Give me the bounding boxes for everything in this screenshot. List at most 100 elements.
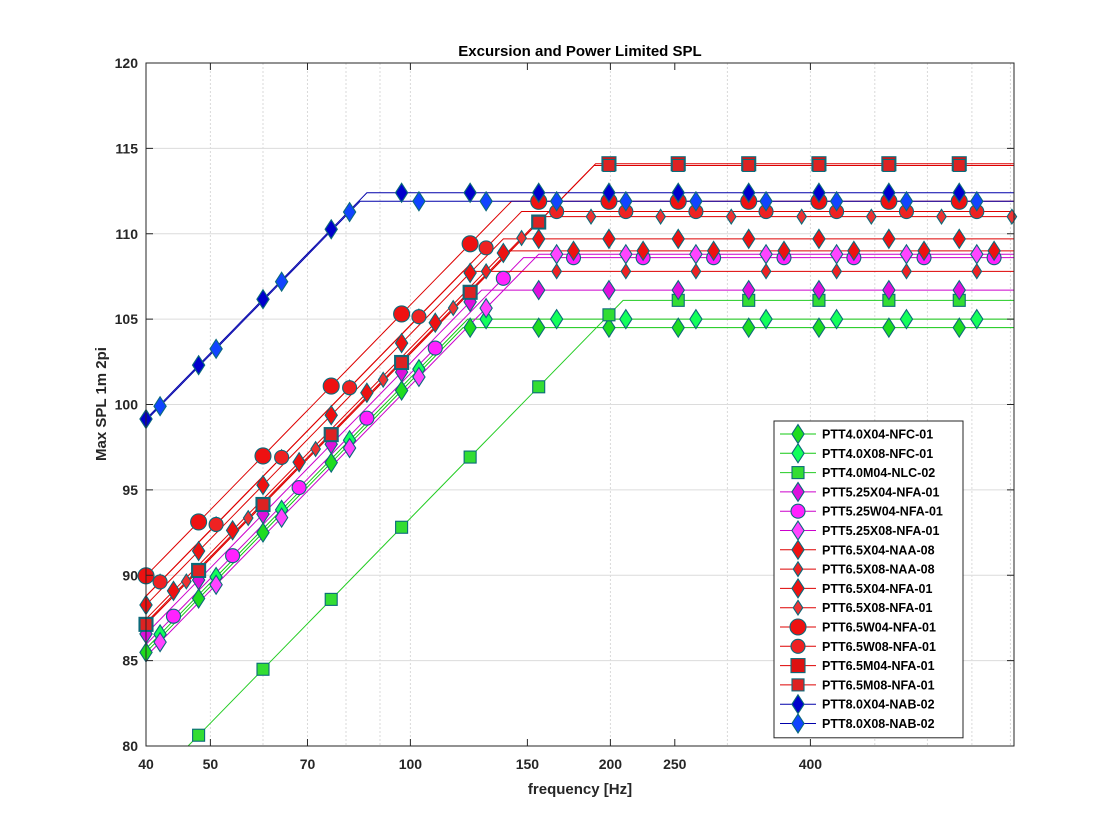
series-7-point xyxy=(191,540,206,562)
legend-label: PTT6.5X08-NAA-08 xyxy=(822,563,935,577)
series-16-point xyxy=(689,190,703,212)
series-16-point xyxy=(342,201,357,223)
legend-marker xyxy=(791,539,805,561)
series-1-point xyxy=(882,317,896,339)
series-14-point xyxy=(463,285,477,299)
legend-entry-9: PTT6.5X04-NFA-01 xyxy=(780,577,933,599)
series-15-point xyxy=(324,218,338,240)
legend-entry-4: PTT5.25X04-NFA-01 xyxy=(780,481,939,503)
series-10-point xyxy=(516,229,527,247)
series-9-point xyxy=(917,240,931,262)
series-5-point xyxy=(291,480,307,496)
series-markers-10 xyxy=(180,208,1018,590)
series-markers-14 xyxy=(139,158,966,632)
legend-entry-14: PTT6.5M08-NFA-01 xyxy=(780,678,935,692)
series-7-point xyxy=(602,228,616,250)
series-1-point xyxy=(531,317,546,339)
y-axis-label: Max SPL 1m 2pi xyxy=(93,347,110,461)
chart-title: Excursion and Power Limited SPL xyxy=(458,43,701,60)
series-10-point xyxy=(936,208,947,226)
legend-label: PTT4.0M04-NLC-02 xyxy=(822,466,935,480)
series-2-point xyxy=(759,308,773,330)
series-4-point xyxy=(671,279,686,301)
series-2-point xyxy=(829,308,844,330)
series-1-point xyxy=(463,317,477,339)
series-14-point xyxy=(812,158,826,172)
legend-entry-16: PTT8.0X08-NAB-02 xyxy=(780,713,935,734)
series-14-point xyxy=(742,158,756,172)
series-16-point xyxy=(619,190,633,212)
x-tick-label: 200 xyxy=(599,756,623,772)
series-10-point xyxy=(447,299,459,317)
x-tick-label: 150 xyxy=(516,756,540,772)
axis-ticks: 40 50 70 100 150 200 250 400 80 85 90 95 100 105 110 11… xyxy=(115,55,1014,772)
series-3-point xyxy=(192,728,206,742)
legend-label: PTT6.5W04-NFA-01 xyxy=(822,621,936,635)
legend-entry-11: PTT6.5W04-NFA-01 xyxy=(780,618,936,636)
x-axis-label: frequency [Hz] xyxy=(528,781,632,798)
y-tick-label: 80 xyxy=(122,738,138,754)
series-9-point xyxy=(496,242,511,264)
series-11-point xyxy=(190,513,208,531)
legend-label: PTT5.25W04-NFA-01 xyxy=(822,505,943,519)
legend-label: PTT8.0X04-NAB-02 xyxy=(822,698,935,712)
series-9-point xyxy=(706,240,721,262)
series-10-point xyxy=(725,208,737,226)
series-12-point xyxy=(208,516,224,533)
series-15-point xyxy=(882,182,896,204)
y-tick-label: 110 xyxy=(115,226,138,242)
series-1-point xyxy=(256,522,270,544)
legend-entry-7: PTT6.5X04-NAA-08 xyxy=(780,539,935,561)
legend-marker xyxy=(790,638,806,654)
series-16-point xyxy=(479,190,493,212)
series-1-point xyxy=(741,317,756,339)
series-3-point xyxy=(256,662,270,676)
legend-label: PTT8.0X08-NAB-02 xyxy=(822,717,935,731)
y-tick-label: 95 xyxy=(122,482,138,498)
series-15-point xyxy=(256,288,270,310)
series-5-point xyxy=(225,548,241,564)
y-tick-label: 105 xyxy=(115,311,139,327)
legend-entry-10: PTT6.5X08-NFA-01 xyxy=(780,599,933,617)
series-1-point xyxy=(602,317,616,339)
y-tick-label: 90 xyxy=(122,567,138,583)
series-4-point xyxy=(952,279,967,301)
series-1-point xyxy=(394,380,409,402)
legend-entry-1: PTT4.0X04-NFC-01 xyxy=(780,423,933,445)
legend-label: PTT6.5X08-NFA-01 xyxy=(822,601,933,615)
legend-label: PTT6.5X04-NAA-08 xyxy=(822,543,935,557)
series-14-point xyxy=(602,158,616,172)
series-8-point xyxy=(551,262,563,280)
series-8-point xyxy=(690,262,702,280)
legend-label: PTT6.5M08-NFA-01 xyxy=(822,678,935,692)
series-16-point xyxy=(209,338,223,360)
legend-entry-13: PTT6.5M04-NFA-01 xyxy=(780,658,935,674)
series-7-point xyxy=(324,404,338,426)
series-7-point xyxy=(812,228,826,250)
legend-label: PTT6.5X04-NFA-01 xyxy=(822,582,933,596)
series-15-point xyxy=(812,182,826,204)
series-16-point xyxy=(899,190,914,212)
series-16-point xyxy=(153,395,167,417)
series-5-point xyxy=(427,340,443,356)
series-7-point xyxy=(741,228,756,250)
x-tick-label: 40 xyxy=(138,756,154,772)
series-8-point xyxy=(971,262,983,280)
legend-label: PTT5.25X08-NFA-01 xyxy=(822,524,939,538)
series-16-point xyxy=(970,190,984,212)
series-markers-16 xyxy=(153,190,984,417)
series-10-point xyxy=(180,573,192,590)
series-14-point xyxy=(952,158,966,172)
series-10-point xyxy=(655,208,667,226)
series-4-point xyxy=(882,279,896,301)
series-1-point xyxy=(812,317,826,339)
legend-label: PTT4.0X08-NFC-01 xyxy=(822,447,933,461)
legend-marker xyxy=(791,466,805,480)
marker-layer xyxy=(137,156,1018,742)
series-5-point xyxy=(165,608,182,624)
series-markers-15 xyxy=(139,182,967,430)
legend-entry-3: PTT4.0M04-NLC-02 xyxy=(780,466,935,480)
legend-entry-2: PTT4.0X08-NFC-01 xyxy=(780,442,933,464)
series-7-point xyxy=(952,228,967,250)
series-markers-1 xyxy=(139,317,967,663)
